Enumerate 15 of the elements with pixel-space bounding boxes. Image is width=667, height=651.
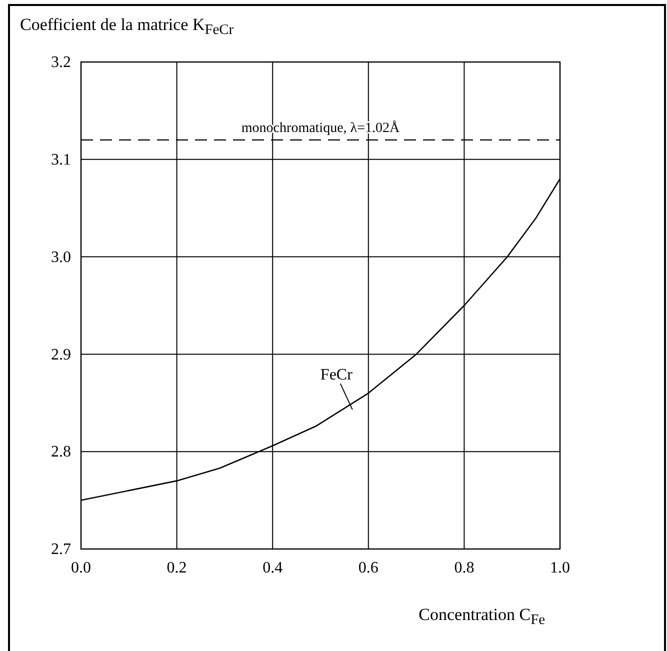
x-tick-label: 0.0 (71, 559, 91, 576)
series-label: FeCr (320, 366, 354, 384)
x-tick-label: 0.6 (358, 559, 378, 576)
y-tick-label: 2.7 (51, 541, 71, 558)
x-tick-label: 0.8 (454, 559, 474, 576)
y-tick-label: 3.0 (51, 248, 71, 266)
x-tick-label: 1.0 (550, 559, 570, 576)
x-axis-title: Concentration C$_{Fe}$ (418, 605, 545, 628)
y-tick-label: 2.9 (51, 346, 71, 364)
x-tick-label: 0.2 (166, 559, 187, 576)
chart-title: Coefficient de la matrice K$_{FeCr}$ (20, 15, 234, 38)
y-tick-label: 3.2 (51, 54, 71, 72)
y-tick-label: 2.8 (51, 444, 71, 461)
y-tick-label: 3.1 (51, 152, 71, 169)
x-tick-label: 0.4 (262, 559, 283, 576)
